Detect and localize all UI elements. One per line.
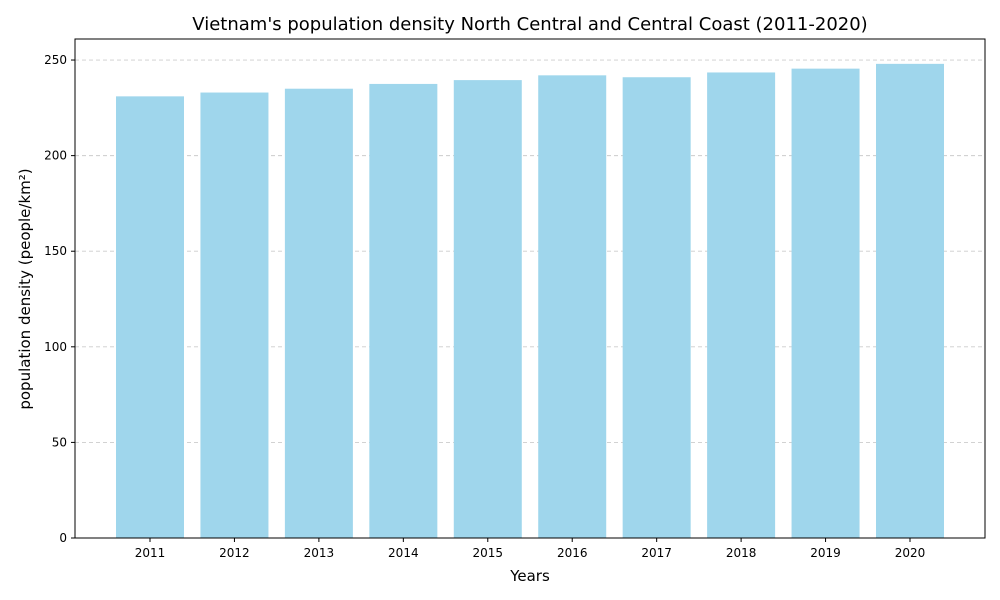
y-tick-label: 150 (44, 244, 67, 258)
bar-2020 (876, 63, 944, 539)
y-tick-label: 0 (59, 531, 67, 545)
y-tick-label: 50 (52, 435, 67, 449)
y-tick-label: 200 (44, 149, 67, 163)
bar-2017 (622, 77, 691, 538)
bar-2019 (791, 68, 860, 539)
bar-2014 (369, 83, 438, 539)
x-tick-label: 2019 (810, 546, 841, 560)
x-tick-label: 2017 (641, 546, 672, 560)
y-axis-ticks: 0 50 100 150 200 250 (44, 53, 75, 545)
x-tick-label: 2016 (557, 546, 588, 560)
x-tick-label: 2013 (304, 546, 335, 560)
x-tick-label: 2012 (219, 546, 250, 560)
bar-2015 (453, 80, 522, 539)
chart-title: Vietnam's population density North Centr… (192, 14, 867, 35)
y-tick-label: 250 (44, 53, 67, 67)
x-tick-label: 2020 (895, 546, 926, 560)
x-tick-label: 2015 (473, 546, 504, 560)
bar-2012 (200, 92, 269, 539)
x-tick-label: 2011 (135, 546, 166, 560)
y-tick-label: 100 (44, 340, 67, 354)
bar-2018 (707, 72, 776, 538)
bar-2011 (116, 96, 184, 538)
x-tick-label: 2014 (388, 546, 419, 560)
bars (116, 63, 944, 539)
plot-frame (74, 38, 986, 539)
x-tick-label: 2018 (726, 546, 757, 560)
bar-2013 (284, 88, 353, 539)
bar-2016 (538, 75, 607, 538)
x-axis-label: Years (509, 567, 550, 585)
x-axis-ticks: 2011 2012 2013 2014 2015 2016 2017 2018 2019 2020 (135, 538, 926, 560)
y-axis-label: population density (people/km²) (16, 168, 34, 409)
